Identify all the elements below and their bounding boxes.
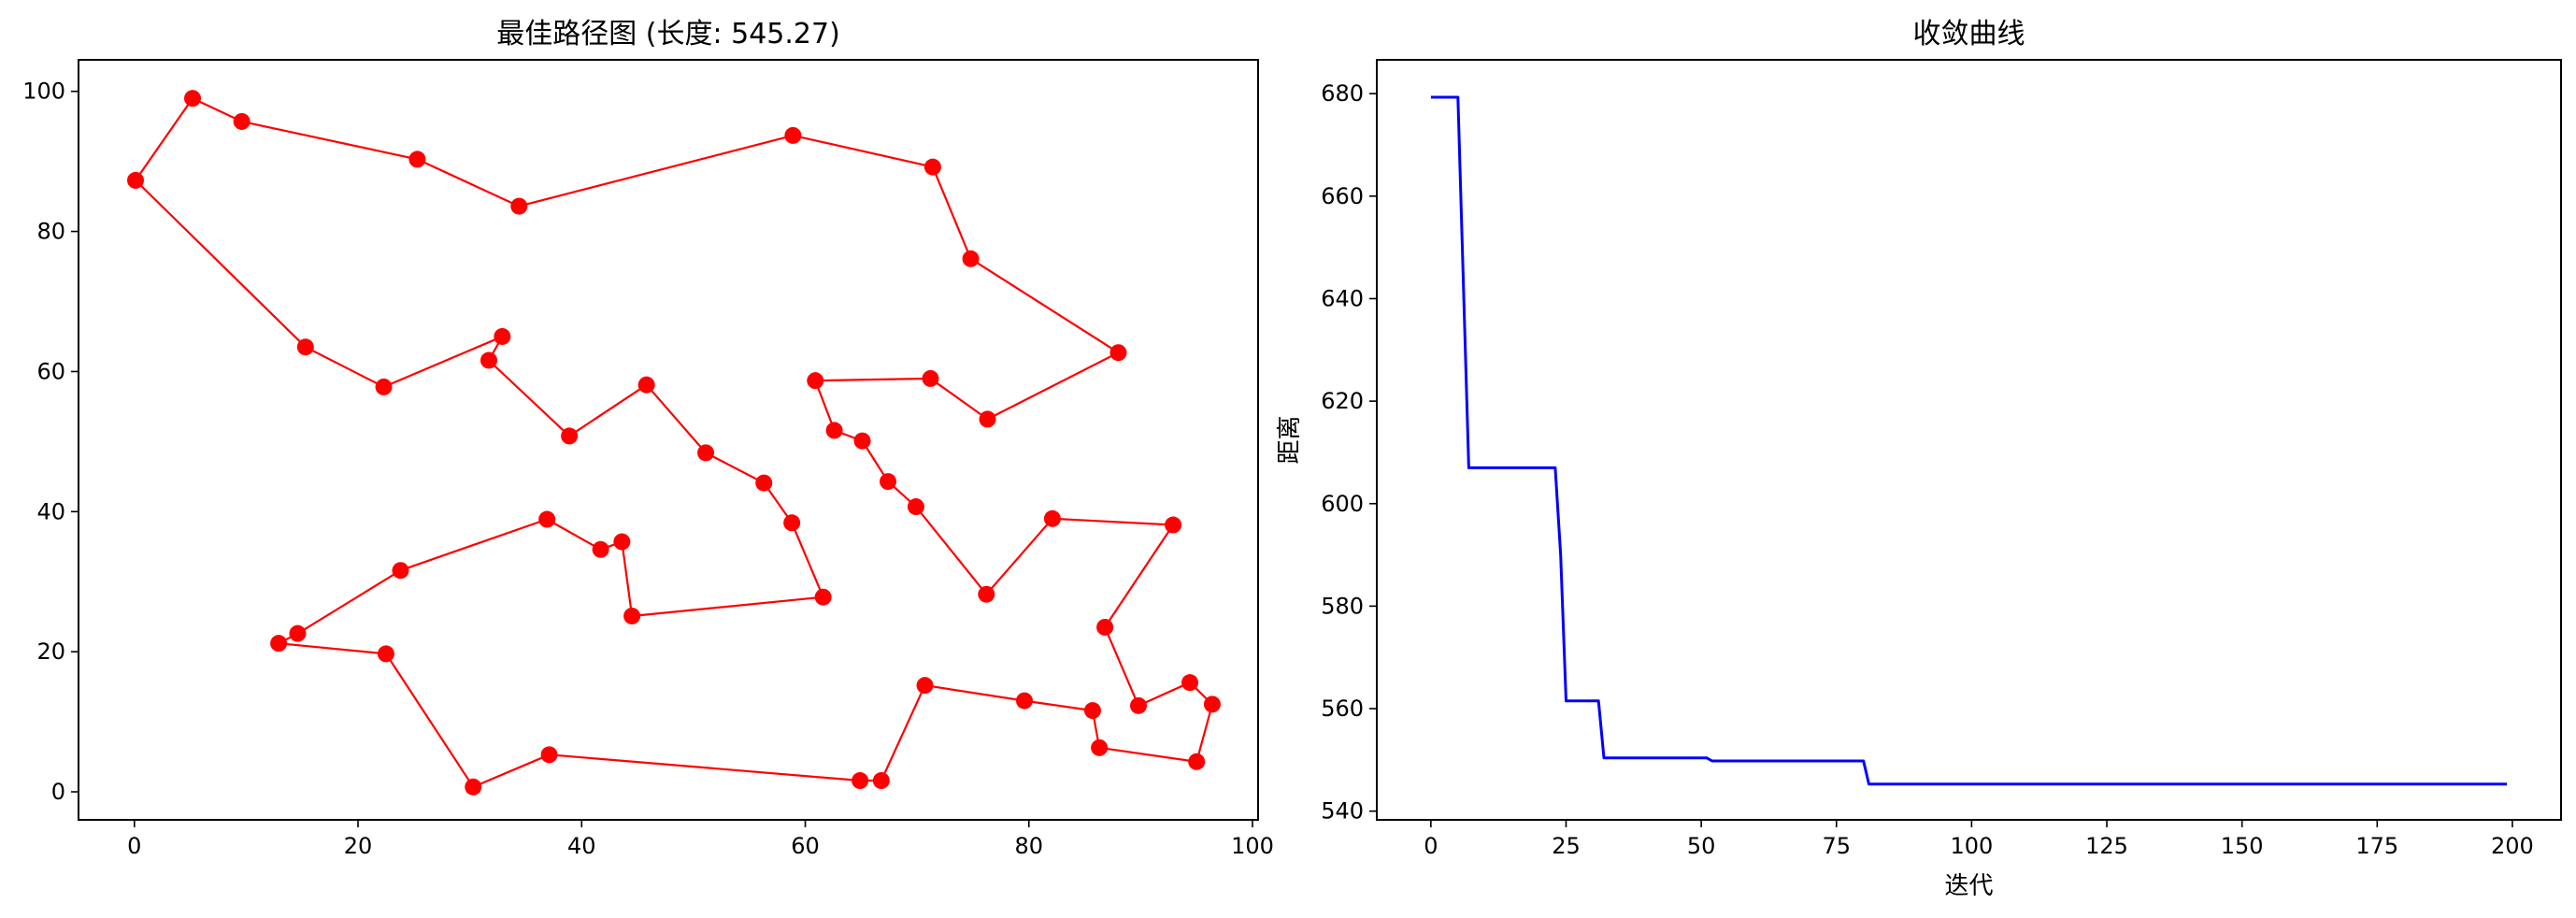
convergence-y-tick-label: 540 bbox=[1321, 798, 1364, 825]
convergence-y-tick-label: 680 bbox=[1321, 80, 1364, 107]
route-point bbox=[916, 677, 934, 695]
route-chart-title: 最佳路径图 (长度: 545.27) bbox=[496, 18, 840, 50]
route-point bbox=[1130, 696, 1148, 714]
route-point bbox=[377, 645, 394, 663]
route-chart-marks bbox=[127, 90, 1221, 796]
route-y-tick-label: 0 bbox=[51, 779, 65, 805]
convergence-series-line bbox=[1430, 95, 2508, 786]
route-point bbox=[538, 510, 556, 528]
route-chart-y-ticks: 0 20 40 60 80 100 bbox=[22, 79, 79, 805]
route-x-tick-label: 60 bbox=[791, 833, 820, 859]
route-point bbox=[392, 562, 409, 580]
route-point bbox=[540, 746, 558, 764]
route-chart: 最佳路径图 (长度: 545.27) 0 20 40 60 80 100 0 20 40 60 8… bbox=[22, 18, 1274, 859]
route-point bbox=[613, 533, 631, 551]
convergence-y-tick-label: 660 bbox=[1321, 183, 1364, 209]
convergence-x-tick-label: 100 bbox=[1950, 833, 1993, 859]
route-point bbox=[1165, 516, 1182, 534]
route-point bbox=[922, 369, 939, 387]
route-point bbox=[979, 410, 996, 428]
route-point bbox=[962, 250, 980, 267]
route-point bbox=[1203, 696, 1221, 713]
convergence-chart-y-ticks: 540 560 580 600 620 640 660 680 bbox=[1321, 80, 1377, 825]
convergence-x-tick-label: 200 bbox=[2491, 833, 2534, 859]
route-point bbox=[1109, 344, 1127, 362]
route-chart-frame bbox=[78, 59, 1259, 821]
route-point bbox=[408, 151, 426, 168]
route-point bbox=[494, 327, 511, 345]
convergence-x-tick-label: 75 bbox=[1822, 833, 1851, 859]
convergence-chart-xlabel: 迭代 bbox=[1944, 872, 1993, 900]
route-point bbox=[1188, 753, 1206, 770]
route-point bbox=[1096, 618, 1114, 636]
route-point bbox=[853, 432, 871, 450]
route-point bbox=[783, 514, 801, 532]
route-point bbox=[755, 474, 773, 492]
route-point bbox=[1091, 739, 1109, 756]
convergence-chart-title: 收敛曲线 bbox=[1913, 18, 2025, 50]
route-point bbox=[270, 635, 288, 653]
route-point bbox=[923, 158, 941, 176]
convergence-x-tick-label: 125 bbox=[2085, 833, 2128, 859]
convergence-x-tick-label: 150 bbox=[2221, 833, 2264, 859]
route-point bbox=[807, 372, 824, 390]
route-point bbox=[623, 607, 641, 624]
route-point bbox=[184, 90, 202, 108]
convergence-y-tick-label: 620 bbox=[1321, 388, 1364, 414]
route-point bbox=[127, 171, 145, 189]
route-y-tick-label: 40 bbox=[36, 498, 65, 524]
route-x-tick-label: 40 bbox=[567, 833, 596, 859]
route-point bbox=[697, 444, 715, 462]
route-point bbox=[375, 378, 393, 395]
convergence-x-tick-label: 0 bbox=[1424, 833, 1438, 859]
convergence-x-tick-label: 25 bbox=[1552, 833, 1581, 859]
route-y-tick-label: 20 bbox=[36, 638, 65, 665]
convergence-chart-frame bbox=[1376, 59, 2562, 821]
route-x-tick-label: 20 bbox=[344, 833, 373, 859]
convergence-y-tick-label: 640 bbox=[1321, 285, 1364, 311]
route-series-line bbox=[135, 97, 1214, 788]
route-point bbox=[1015, 692, 1033, 710]
convergence-y-tick-label: 560 bbox=[1321, 696, 1364, 722]
convergence-x-tick-label: 50 bbox=[1687, 833, 1716, 859]
convergence-chart-marks bbox=[1430, 95, 2508, 786]
convergence-chart: 收敛曲线 0 25 50 75 100 125 150 175 200 540 560 580 600… bbox=[1276, 18, 2562, 900]
route-point bbox=[825, 422, 843, 439]
route-point bbox=[1043, 509, 1061, 527]
route-chart-x-ticks: 0 20 40 60 80 100 bbox=[127, 820, 1274, 859]
route-point bbox=[814, 588, 832, 606]
route-point bbox=[510, 197, 528, 215]
convergence-chart-x-ticks: 0 25 50 75 100 125 150 175 200 bbox=[1424, 820, 2534, 859]
route-y-tick-label: 60 bbox=[36, 358, 65, 384]
route-point bbox=[637, 376, 655, 394]
route-point bbox=[296, 338, 314, 356]
route-point bbox=[480, 351, 498, 369]
route-point bbox=[1083, 702, 1101, 720]
route-point bbox=[784, 126, 802, 144]
convergence-chart-ylabel: 距离 bbox=[1276, 415, 1304, 464]
route-x-tick-label: 80 bbox=[1015, 833, 1044, 859]
route-point bbox=[465, 778, 482, 796]
route-y-tick-label: 80 bbox=[36, 219, 65, 245]
route-point bbox=[592, 540, 609, 558]
convergence-y-tick-label: 600 bbox=[1321, 491, 1364, 517]
route-point bbox=[1181, 674, 1199, 692]
route-x-tick-label: 0 bbox=[127, 833, 141, 859]
route-point bbox=[561, 427, 579, 445]
route-y-tick-label: 100 bbox=[22, 79, 65, 105]
route-point bbox=[289, 624, 307, 642]
route-point bbox=[907, 498, 924, 516]
convergence-x-tick-label: 175 bbox=[2355, 833, 2398, 859]
route-point bbox=[233, 112, 250, 130]
convergence-y-tick-label: 580 bbox=[1321, 593, 1364, 619]
route-x-tick-label: 100 bbox=[1231, 833, 1274, 859]
route-point bbox=[852, 772, 869, 790]
route-point bbox=[978, 585, 995, 603]
route-point bbox=[872, 772, 890, 790]
route-point bbox=[880, 473, 897, 491]
